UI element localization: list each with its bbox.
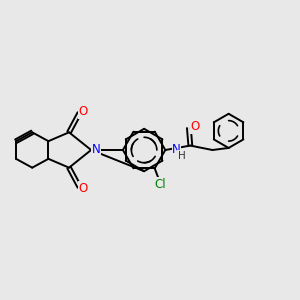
Text: O: O bbox=[190, 120, 200, 133]
Text: O: O bbox=[79, 105, 88, 118]
Text: O: O bbox=[79, 182, 88, 195]
Text: N: N bbox=[172, 143, 181, 156]
Text: N: N bbox=[92, 143, 101, 157]
Text: Cl: Cl bbox=[155, 178, 167, 191]
Text: H: H bbox=[178, 151, 186, 161]
